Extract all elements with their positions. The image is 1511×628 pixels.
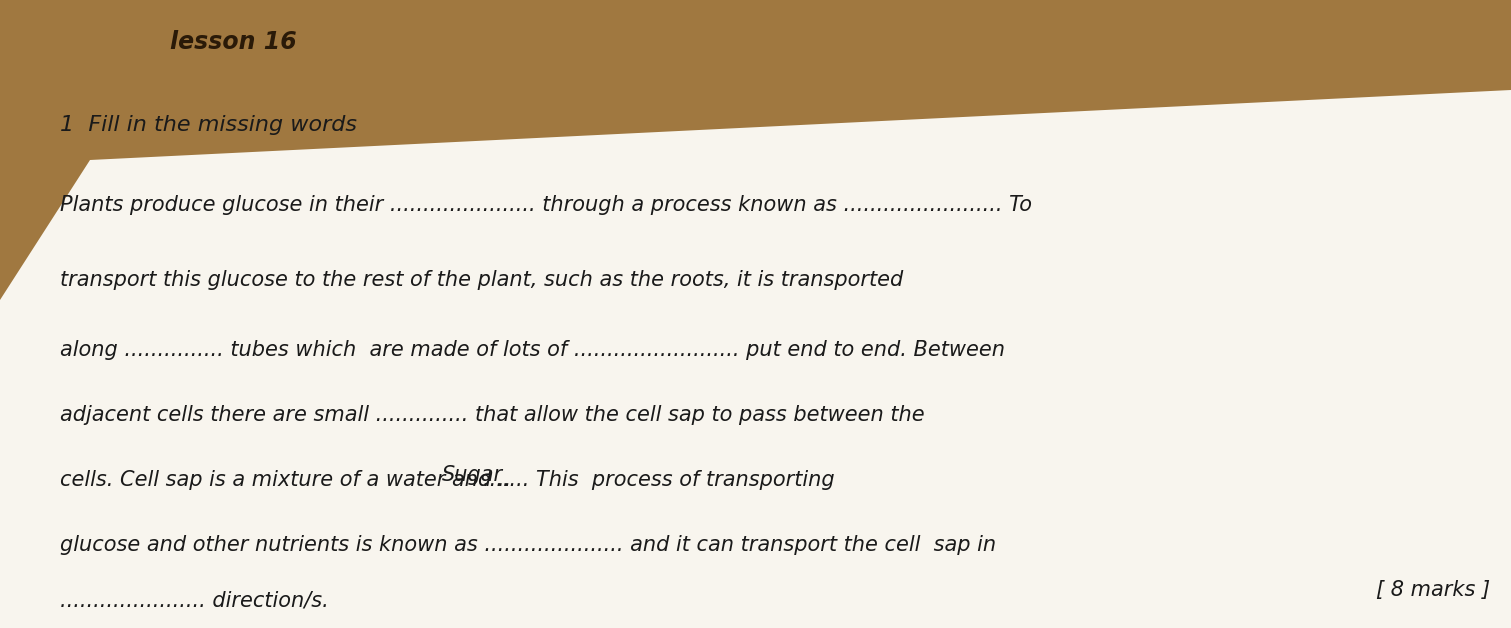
Text: Plants produce glucose in their ...................... through a process known a: Plants produce glucose in their ........… — [60, 195, 1032, 215]
Text: along ............... tubes which  are made of lots of .........................: along ............... tubes which are ma… — [60, 340, 1005, 360]
Text: cells. Cell sap is a mixture of a water and ..: cells. Cell sap is a mixture of a water … — [60, 470, 511, 490]
Polygon shape — [0, 350, 180, 628]
Text: ....... This  process of transporting: ....... This process of transporting — [484, 470, 836, 490]
Text: glucose and other nutrients is known as ..................... and it can transpo: glucose and other nutrients is known as … — [60, 535, 996, 555]
Text: transport this glucose to the rest of the plant, such as the roots, it is transp: transport this glucose to the rest of th… — [60, 270, 904, 290]
Text: adjacent cells there are small .............. that allow the cell sap to pass be: adjacent cells there are small .........… — [60, 405, 925, 425]
Text: ...................... direction/s.: ...................... direction/s. — [60, 590, 329, 610]
Text: lesson 16: lesson 16 — [171, 30, 296, 54]
Polygon shape — [0, 90, 1511, 628]
Text: Sugar: Sugar — [441, 465, 503, 485]
Text: 1  Fill in the missing words: 1 Fill in the missing words — [60, 115, 357, 135]
Text: [ 8 marks ]: [ 8 marks ] — [1377, 580, 1490, 600]
